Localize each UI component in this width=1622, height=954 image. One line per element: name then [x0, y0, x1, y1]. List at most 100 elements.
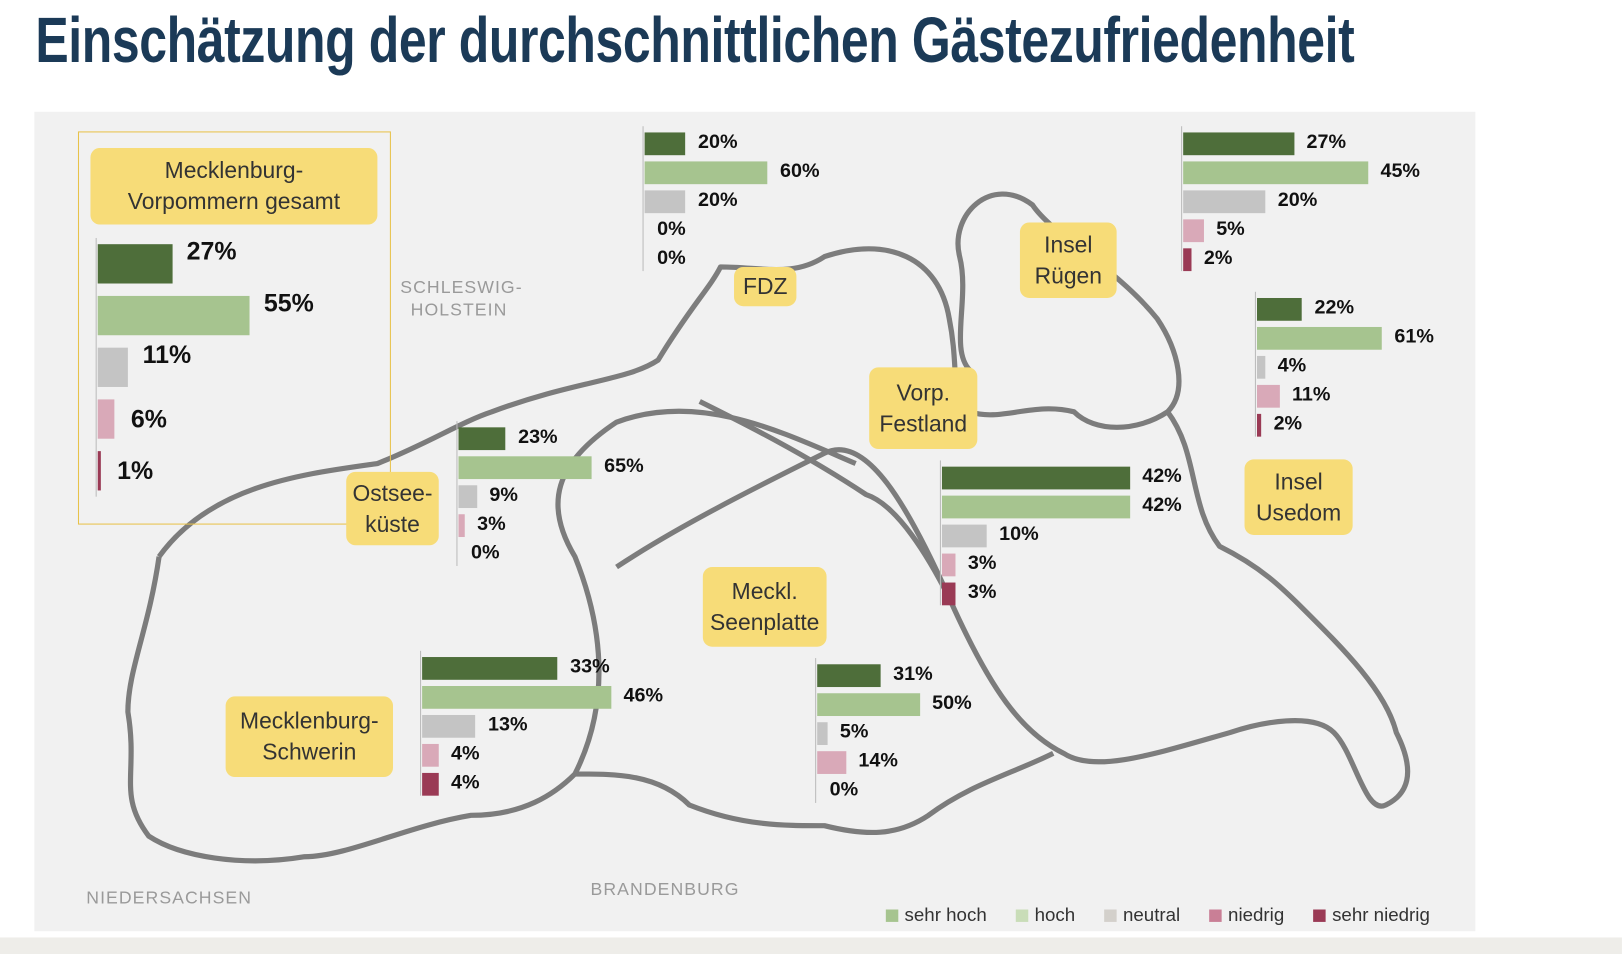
bar-axis	[815, 658, 817, 803]
bar-sehr-hoch	[458, 427, 506, 451]
region-label-schwerin: Mecklenburg-Schwerin	[225, 696, 394, 778]
data-label: 14%	[858, 750, 898, 772]
bar-sehr-niedrig	[941, 582, 956, 606]
legend-label: sehr hoch	[904, 904, 987, 926]
map-label-brandenburg: BRANDENBURG	[590, 879, 740, 900]
bar-axis	[420, 650, 422, 796]
legend-item: sehr niedrig	[1313, 904, 1430, 926]
bar-neutral	[644, 190, 686, 214]
data-label: 9%	[489, 484, 518, 506]
data-label: 46%	[623, 684, 664, 707]
bar-hoch	[422, 686, 612, 709]
bar-axis	[1181, 126, 1183, 272]
data-label: 23%	[518, 426, 558, 449]
bar-niedrig	[1256, 384, 1280, 408]
data-label: 55%	[263, 289, 314, 318]
region-label-vorp-festland: Vorp. Festland	[869, 367, 978, 450]
bar-hoch	[644, 161, 768, 185]
data-label: 31%	[893, 663, 933, 685]
bar-hoch	[1256, 326, 1382, 350]
data-label: 27%	[186, 237, 237, 266]
legend-swatch	[885, 908, 899, 922]
legend-swatch	[1104, 908, 1117, 922]
bar-neutral	[97, 347, 129, 387]
region-label-mv-gesamt: Mecklenburg-Vorpommern gesamt	[90, 147, 378, 225]
legend-item: hoch	[1015, 904, 1075, 926]
bar-sehr-hoch	[941, 466, 1130, 490]
data-label: 61%	[1394, 325, 1434, 348]
bar-neutral	[458, 485, 477, 509]
region-label-fdz: FDZ	[734, 266, 797, 307]
data-label: 10%	[999, 523, 1039, 546]
bar-sehr-hoch	[1183, 132, 1295, 156]
bar-sehr-hoch	[422, 657, 558, 680]
legend-swatch	[1015, 908, 1029, 922]
data-label: 4%	[451, 771, 480, 794]
map-label-niedersachsen: NIEDERSACHSEN	[86, 887, 253, 908]
data-label: 0%	[829, 779, 859, 801]
data-label: 13%	[487, 713, 528, 736]
legend-swatch	[1209, 908, 1222, 922]
data-label: 42%	[1142, 465, 1182, 488]
data-label: 20%	[1277, 189, 1318, 212]
legend: sehr hoch hoch neutral niedrig sehr niedrig	[885, 904, 1430, 926]
data-label: 6%	[130, 405, 167, 434]
bar-hoch	[458, 456, 592, 480]
data-label: 0%	[470, 542, 500, 564]
region-label-ruegen: Insel Rügen	[1019, 222, 1117, 298]
region-label-seenplatte: Meckl. Seenplatte	[702, 567, 827, 647]
bar-niedrig	[97, 399, 115, 439]
bar-hoch	[97, 295, 250, 336]
region-label-usedom: Insel Usedom	[1244, 459, 1353, 535]
data-label: 11%	[1291, 383, 1331, 406]
bar-axis	[95, 237, 97, 497]
map-label-holstein: HOLSTEIN	[410, 300, 508, 320]
data-label: 45%	[1380, 160, 1421, 183]
data-label: 33%	[570, 655, 610, 678]
data-label: 60%	[779, 160, 820, 183]
data-label: 42%	[1142, 494, 1182, 517]
legend-item: niedrig	[1209, 904, 1284, 926]
bar-neutral	[1256, 355, 1266, 379]
data-label: 3%	[967, 581, 997, 604]
bar-niedrig	[941, 553, 956, 577]
map-background: SCHLESWIG- HOLSTEIN NIEDERSACHSEN BRANDE…	[34, 111, 1476, 932]
legend-label: niedrig	[1228, 904, 1285, 926]
bar-sehr-hoch	[1256, 297, 1303, 321]
data-label: 0%	[657, 218, 686, 241]
legend-label: neutral	[1122, 904, 1181, 926]
bar-neutral	[941, 524, 987, 548]
data-label: 50%	[932, 692, 972, 714]
bar-niedrig	[458, 514, 465, 538]
mv-total-frame	[77, 131, 391, 525]
data-label: 0%	[657, 247, 686, 270]
data-label: 2%	[1203, 247, 1233, 270]
bar-niedrig	[1183, 219, 1204, 243]
data-label: 20%	[698, 131, 738, 154]
bar-sehr-niedrig	[422, 772, 439, 796]
data-label: 2%	[1273, 412, 1303, 435]
bar-axis	[939, 460, 941, 606]
data-label: 5%	[839, 721, 869, 743]
bar-axis	[456, 421, 458, 566]
legend-item: neutral	[1104, 904, 1180, 926]
bar-sehr-niedrig	[1183, 248, 1192, 272]
page-title: Einschätzung der durchschnittlichen Gäst…	[35, 5, 1355, 77]
footer-bar	[0, 937, 1622, 954]
data-label: 11%	[142, 341, 192, 370]
data-label: 1%	[117, 457, 154, 486]
bar-hoch	[941, 495, 1130, 519]
legend-item: sehr hoch	[885, 904, 987, 926]
bar-sehr-hoch	[97, 244, 173, 284]
region-label-ostsee: Ostsee-küste	[346, 471, 439, 546]
bar-sehr-hoch	[644, 132, 686, 156]
state-outline	[125, 191, 1411, 864]
map-label-schleswig: SCHLESWIG-	[400, 277, 523, 297]
bar-sehr-niedrig	[1256, 413, 1262, 437]
bar-axis	[1254, 291, 1256, 437]
bar-sehr-hoch	[817, 664, 881, 688]
data-label: 3%	[967, 552, 997, 575]
data-label: 22%	[1314, 296, 1355, 319]
bar-neutral	[422, 714, 476, 738]
bar-hoch	[1183, 161, 1368, 185]
